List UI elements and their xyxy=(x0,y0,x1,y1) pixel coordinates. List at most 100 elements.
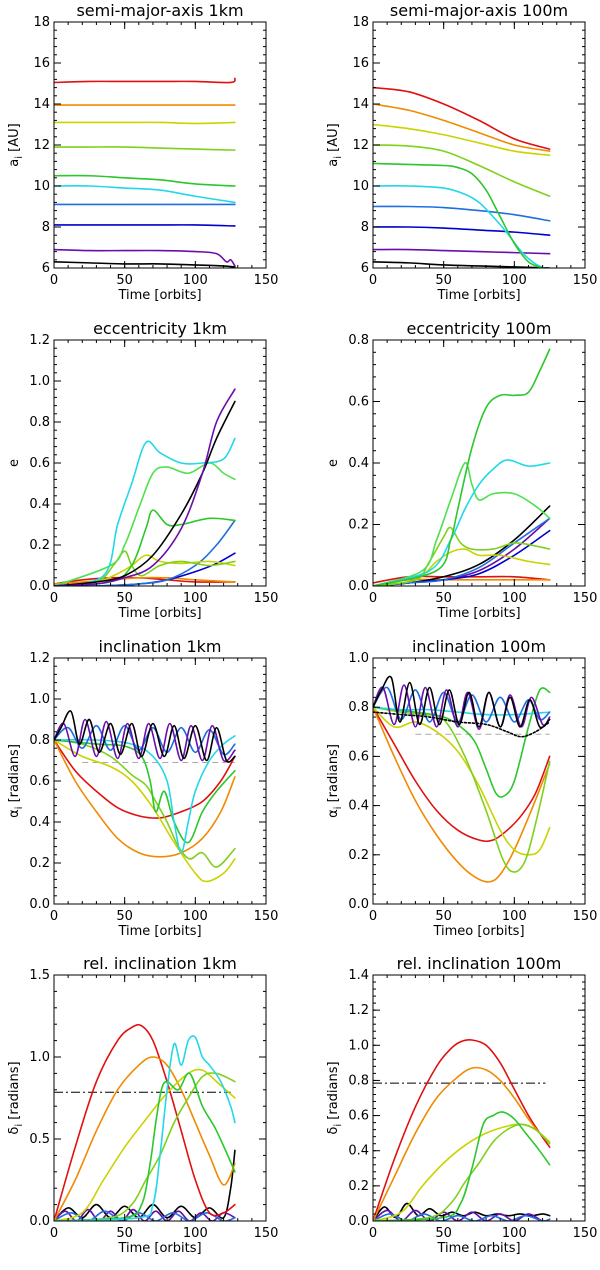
x-tick-label: 50 xyxy=(116,1226,133,1241)
x-tick-label: 100 xyxy=(502,1226,527,1241)
plot-frame xyxy=(372,657,586,905)
series-line-lime xyxy=(54,146,236,151)
y-tick-label: 10 xyxy=(33,179,50,194)
y-tick-label: 0.4 xyxy=(348,456,369,471)
y-tick-label: 1.0 xyxy=(29,374,50,389)
y-tick-label: 8 xyxy=(42,220,50,235)
y-tick-label: 0.8 xyxy=(348,700,369,715)
series-line-red xyxy=(373,706,551,843)
x-axis-label: Time [orbits] xyxy=(117,1241,201,1256)
x-tick-label: 100 xyxy=(183,273,208,288)
series-line-black xyxy=(54,400,236,586)
panel-1: semi-major-axis 1km 0 50 100 150 6 8 10 12 14 16 18… xyxy=(7,1,278,303)
y-tick-label: 1.2 xyxy=(29,333,50,348)
x-tick-label: 150 xyxy=(573,909,598,924)
y-tick-label: 14 xyxy=(352,97,369,112)
series-line-purple xyxy=(373,248,551,255)
x-tick-label: 100 xyxy=(183,909,208,924)
x-tick-label: 0 xyxy=(369,909,377,924)
x-tick-label: 0 xyxy=(50,591,58,606)
chart-title: rel. inclination 1km xyxy=(83,954,237,973)
y-tick-label: 0.0 xyxy=(29,897,50,912)
series-line-yellow xyxy=(54,1068,236,1221)
series-line-purple xyxy=(373,684,551,731)
series-line-yellow xyxy=(373,706,551,856)
chart-title: inclination 1km xyxy=(99,637,222,656)
series-line-orange xyxy=(373,1066,551,1221)
series-group xyxy=(54,710,236,883)
x-tick-label: 100 xyxy=(502,273,527,288)
x-tick-label: 100 xyxy=(183,1226,208,1241)
y-tick-label: 0.0 xyxy=(348,1214,369,1229)
x-tick-label: 100 xyxy=(502,591,527,606)
series-line-orange xyxy=(373,706,551,883)
y-tick-label: 0.8 xyxy=(29,733,50,748)
y-tick-label: 0.2 xyxy=(348,518,369,533)
y-tick-label: 16 xyxy=(33,56,50,71)
x-axis-label: Time [orbits] xyxy=(117,606,201,621)
panel-2: semi-major-axis 100m 0 50 100 150 6 8 10 12 14 16 1… xyxy=(326,1,597,303)
series-line-purple xyxy=(54,718,236,763)
x-tick-label: 50 xyxy=(435,909,452,924)
y-tick-label: 1.5 xyxy=(29,968,50,983)
x-tick-label: 50 xyxy=(116,909,133,924)
series-line-azure xyxy=(373,205,551,222)
y-tick-label: 18 xyxy=(33,15,50,30)
y-tick-label: 0.8 xyxy=(29,415,50,430)
series-line-cyan xyxy=(54,437,236,586)
y-tick-label: 0.6 xyxy=(348,1109,369,1124)
series-line-orange xyxy=(54,1056,236,1221)
series-line-yellow xyxy=(54,121,236,125)
series-line-orange xyxy=(54,739,236,858)
series-line-black xyxy=(373,261,551,268)
series-line-cyan xyxy=(373,706,551,716)
y-tick-label: 12 xyxy=(352,138,369,153)
y-tick-label: 0.0 xyxy=(29,579,50,594)
y-tick-label: 0.2 xyxy=(29,856,50,871)
y-axis-label: αi [radians] xyxy=(326,744,344,818)
y-axis-label: ai [AU] xyxy=(7,123,25,166)
x-tick-label: 0 xyxy=(50,909,58,924)
panel-3: eccentricity 1km 0 50 100 150 0.0 0.2 0.4 0.6 0.8… xyxy=(7,319,278,621)
y-tick-label: 0.2 xyxy=(348,848,369,863)
plot-frame xyxy=(53,974,267,1222)
y-tick-label: 6 xyxy=(361,261,369,276)
series-line-lgreen xyxy=(54,462,236,586)
series-line-blue xyxy=(54,224,236,227)
y-tick-label: 0.2 xyxy=(29,538,50,553)
series-line-lgreen xyxy=(373,462,551,586)
y-tick-label: 18 xyxy=(352,15,369,30)
series-line-lime xyxy=(54,550,236,586)
x-tick-label: 0 xyxy=(50,1226,58,1241)
y-tick-label: 1.2 xyxy=(29,651,50,666)
series-line-blue xyxy=(54,724,236,756)
series-line-lime xyxy=(373,1123,551,1221)
y-tick-label: 1.2 xyxy=(348,1003,369,1018)
series-line-green xyxy=(54,174,236,187)
y-axis-label: e xyxy=(7,459,22,467)
series-line-cyan xyxy=(54,735,236,854)
series-line-yellow xyxy=(54,739,236,883)
series-line-cyan xyxy=(54,1035,236,1221)
series-line-yellow xyxy=(373,1123,551,1221)
series-line-cyan xyxy=(54,185,236,204)
y-tick-label: 0.8 xyxy=(348,1073,369,1088)
x-tick-label: 150 xyxy=(573,591,598,606)
y-tick-label: 6 xyxy=(42,261,50,276)
x-axis-label: Time [orbits] xyxy=(117,924,201,939)
x-tick-label: 50 xyxy=(116,591,133,606)
chart-title: semi-major-axis 1km xyxy=(76,1,243,20)
series-line-red xyxy=(373,86,551,150)
series-line-yellow xyxy=(54,554,236,586)
x-tick-label: 100 xyxy=(183,591,208,606)
series-line-red xyxy=(373,1039,551,1221)
series-group xyxy=(373,1039,551,1221)
series-line-black xyxy=(373,675,551,729)
x-tick-label: 50 xyxy=(435,273,452,288)
y-tick-label: 16 xyxy=(352,56,369,71)
series-line-green xyxy=(54,1072,236,1221)
x-axis-label: Time [orbits] xyxy=(117,288,201,303)
series-line-lime xyxy=(373,706,551,873)
series-line-lime xyxy=(54,1072,236,1221)
